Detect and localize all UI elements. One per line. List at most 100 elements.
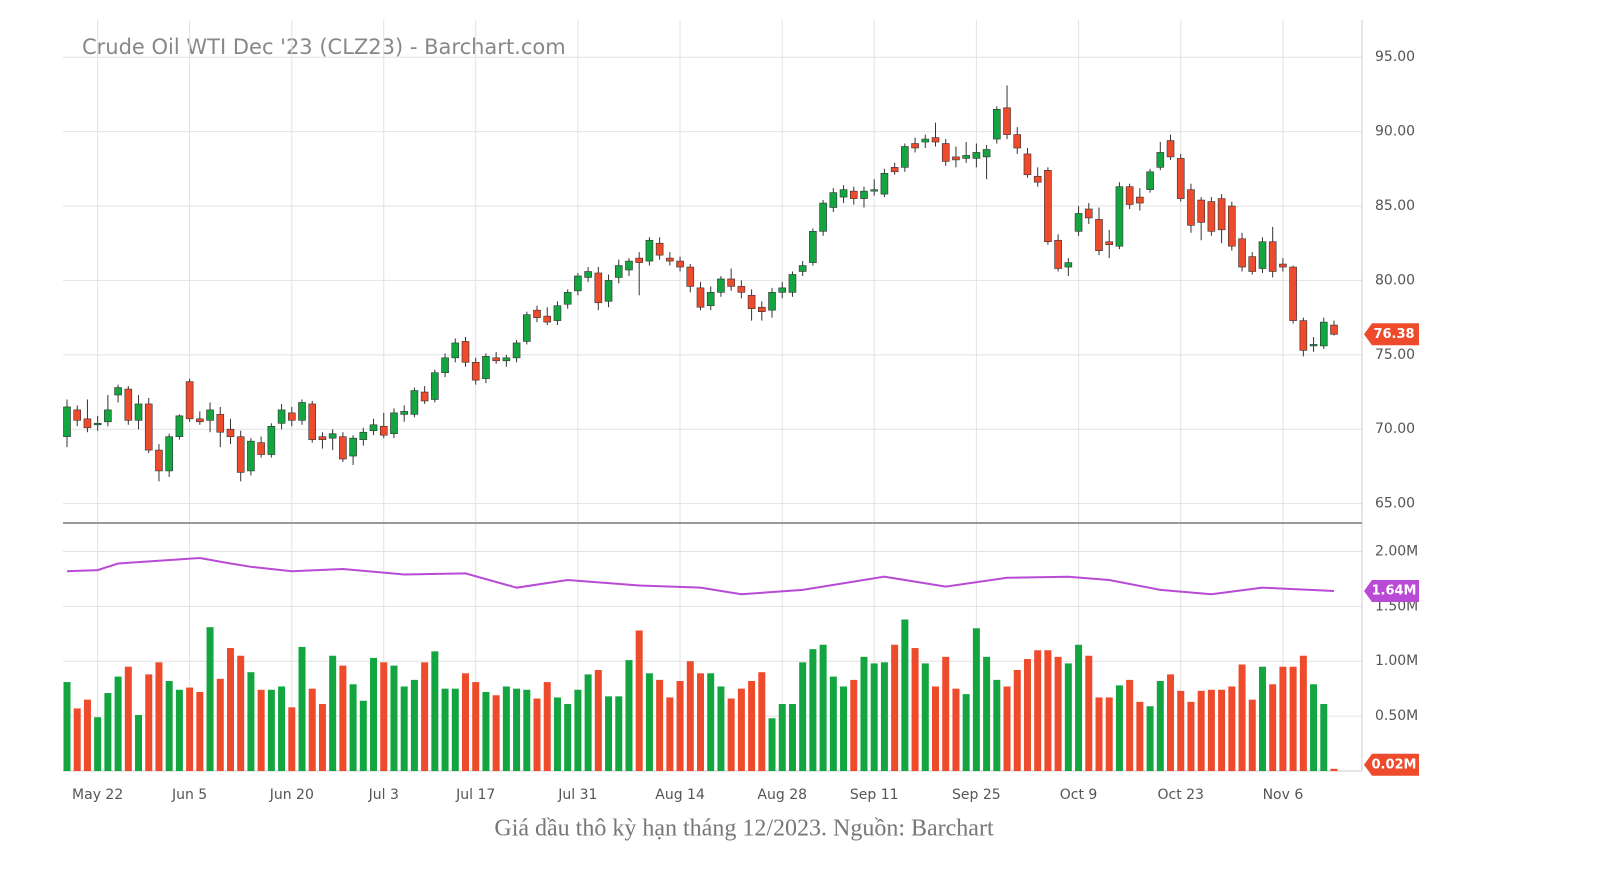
candle-body: [144, 403, 153, 451]
candle-body: [696, 287, 705, 308]
volume-bar: [564, 704, 572, 771]
candle-body: [124, 388, 133, 421]
candle-body: [1095, 219, 1103, 251]
candle-body: [706, 292, 715, 307]
candle-body: [114, 387, 122, 396]
volume-bar: [186, 687, 194, 771]
candle-body: [543, 315, 552, 323]
volume-bar: [461, 673, 469, 771]
volume-bar: [94, 717, 102, 771]
candle-body: [1115, 186, 1124, 247]
candle-body: [287, 412, 296, 421]
candle-body: [155, 449, 163, 472]
candle-body: [614, 265, 623, 278]
y-tick-label: 80.00: [1375, 272, 1415, 288]
volume-bar: [1310, 684, 1318, 771]
volume-bar: [1330, 768, 1338, 771]
candle-body: [1044, 170, 1052, 243]
volume-bar: [656, 679, 664, 771]
volume-bar: [1075, 644, 1083, 771]
candle-body: [359, 431, 368, 440]
x-tick-label: May 22: [72, 787, 123, 803]
x-tick-label: Aug 28: [757, 787, 807, 803]
candle-body: [134, 403, 143, 421]
candle-body: [349, 437, 357, 457]
volume-bar: [594, 670, 602, 771]
candle-body: [798, 265, 807, 272]
last-price-tag: 76.38: [1373, 327, 1414, 342]
volume-bar: [390, 665, 398, 771]
volume-bar: [860, 656, 868, 771]
candle-body: [1258, 241, 1267, 269]
x-tick-label: Jul 3: [368, 787, 399, 803]
candle-body: [1319, 321, 1328, 347]
volume-bar: [329, 655, 337, 771]
candle-body: [574, 275, 582, 292]
candle-body: [1023, 153, 1032, 176]
candle-body: [860, 190, 868, 199]
candle-body: [993, 108, 1001, 140]
volume-bar: [1064, 663, 1072, 771]
volume-bar: [380, 662, 388, 771]
volume-bar: [686, 661, 694, 771]
volume-bar: [911, 648, 919, 771]
candle-body: [1166, 140, 1175, 158]
volume-bar: [605, 696, 613, 771]
candle-body: [737, 286, 746, 293]
volume-bar: [717, 686, 725, 771]
x-tick-label: Sep 11: [850, 787, 899, 803]
candle-body: [901, 146, 909, 168]
volume-bar: [237, 655, 245, 771]
volume-bar: [1177, 690, 1185, 771]
candle-body: [206, 409, 214, 421]
volume-bar: [288, 707, 296, 771]
candle-body: [911, 143, 919, 149]
candle-body: [1217, 198, 1226, 231]
candle-body: [1156, 152, 1165, 168]
volume-bar: [431, 651, 439, 771]
candle-body: [226, 428, 235, 437]
candle-body: [778, 287, 787, 293]
candle-body: [216, 414, 225, 433]
candle-body: [1003, 107, 1011, 135]
volume-bar: [165, 680, 173, 771]
volume-bar: [124, 666, 132, 771]
candle-body: [655, 242, 664, 256]
candle-body: [1054, 239, 1062, 269]
candle-body: [931, 137, 940, 143]
candle-body: [1279, 263, 1287, 268]
candle-body: [236, 436, 245, 473]
x-tick-label: Oct 23: [1157, 787, 1203, 803]
volume-bar: [1095, 697, 1103, 771]
volume-bar: [1248, 699, 1256, 771]
volume-average-line: [66, 557, 1335, 596]
y-tick-label: 85.00: [1375, 198, 1415, 214]
volume-bar: [635, 630, 643, 771]
volume-bar: [1156, 680, 1164, 771]
y-tick-label: 90.00: [1375, 124, 1415, 140]
candle-body: [73, 409, 82, 421]
candle-body: [880, 172, 889, 195]
volume-bar: [267, 689, 275, 771]
volume-bar: [73, 708, 81, 771]
volume-bar: [1023, 659, 1031, 771]
candle-body: [1187, 189, 1195, 226]
chart-title: Crude Oil WTI Dec '23 (CLZ23) - Barchart…: [82, 35, 566, 59]
candle-body: [502, 357, 511, 362]
y-tick-label: 1.50M: [1375, 598, 1418, 614]
candle-body: [645, 239, 654, 262]
volume-bar: [543, 682, 551, 771]
volume-bar: [707, 673, 715, 771]
volume-bar: [155, 662, 163, 771]
volume-bar: [1105, 697, 1113, 771]
y-tick-label: 95.00: [1375, 49, 1415, 65]
candle-body: [849, 190, 858, 199]
volume-bar: [513, 688, 521, 771]
volume-bar: [1228, 686, 1236, 771]
candle-body: [1033, 175, 1042, 183]
candle-body: [482, 356, 490, 379]
volume-bar: [1258, 666, 1266, 771]
candle-body: [1299, 320, 1308, 351]
volume-bar: [1320, 704, 1328, 771]
y-tick-label: 0.50M: [1375, 708, 1418, 724]
